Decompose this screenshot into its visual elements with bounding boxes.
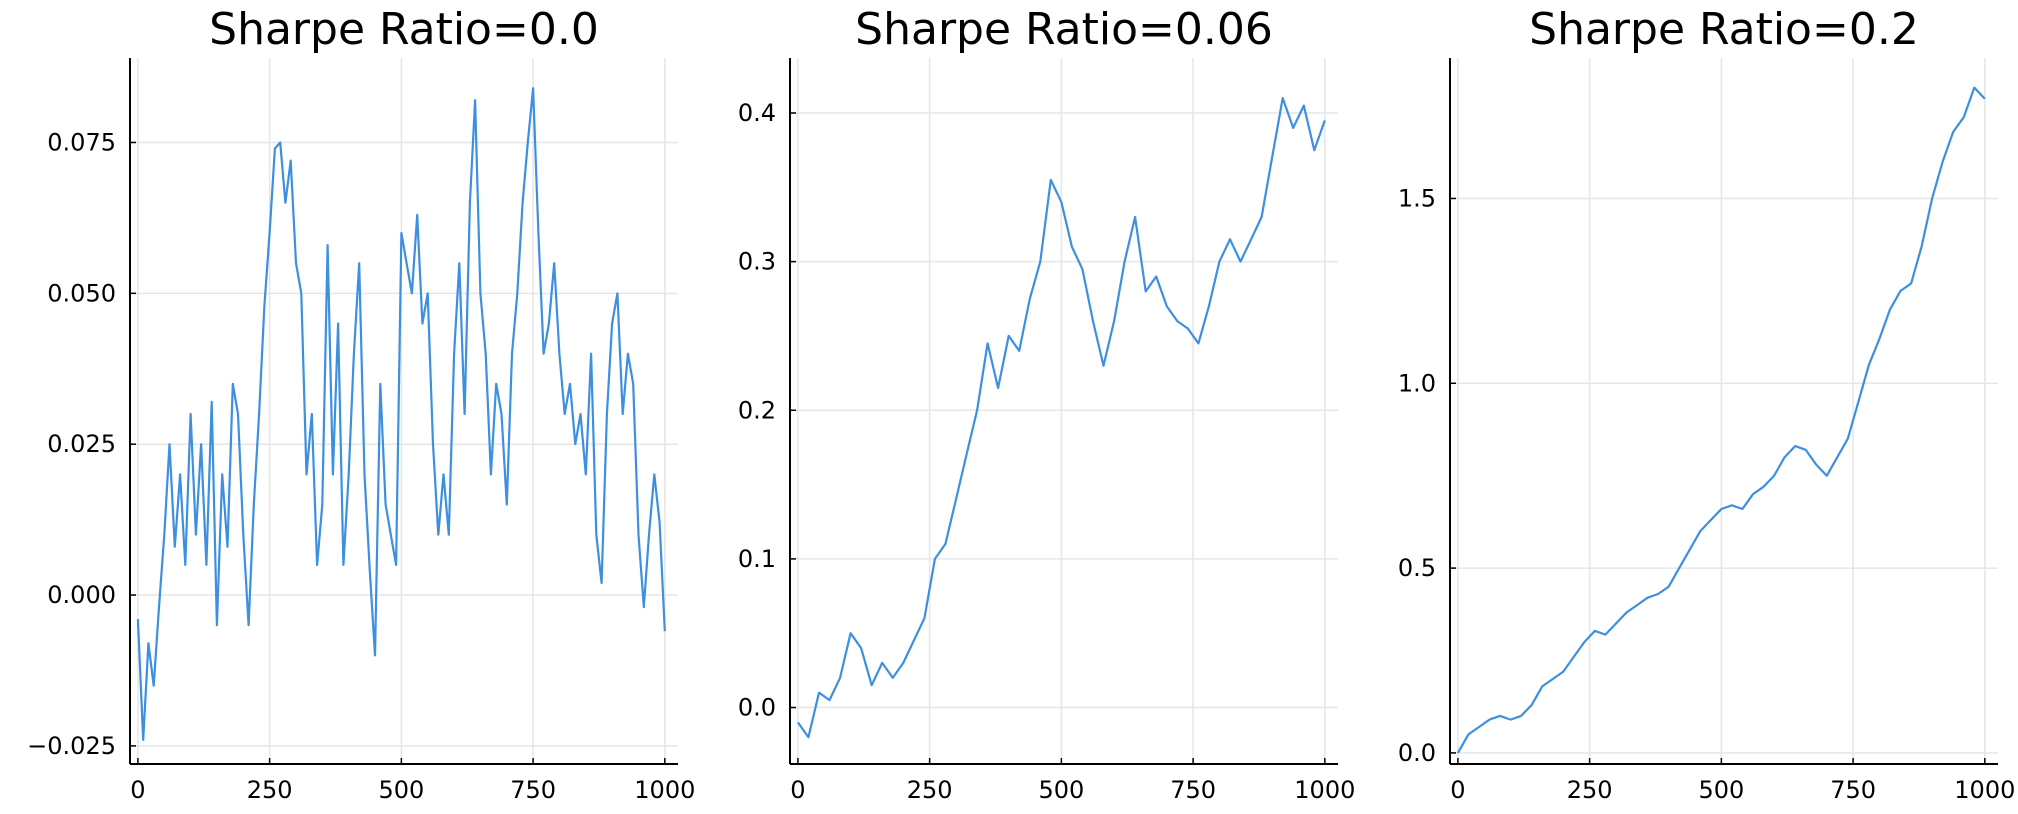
x-tick-label: 750: [1170, 776, 1216, 804]
x-tick-label: 1000: [634, 776, 695, 804]
y-tick-label: 0.0: [1398, 739, 1436, 767]
y-tick-label: 1.0: [1398, 369, 1436, 397]
x-tick-label: 750: [510, 776, 556, 804]
series-line: [1456, 86, 1986, 754]
x-tick-label: 0: [1450, 776, 1465, 804]
chart-panel-1: 0 250 500 750 1000 −0.025 0.000 0.025 0.050 0.075…: [27, 4, 695, 804]
x-tick-label: 1000: [1954, 776, 2015, 804]
x-tick-label: 250: [907, 776, 953, 804]
y-tick-label: 0.0: [738, 694, 776, 722]
y-tick-label: 0.075: [47, 128, 116, 156]
x-tick-label: 750: [1830, 776, 1876, 804]
y-tick-label: 1.5: [1398, 184, 1436, 212]
x-tick-label: 250: [1567, 776, 1613, 804]
y-tick-label: 0.4: [738, 99, 776, 127]
x-tick-label: 500: [1038, 776, 1084, 804]
y-tick-label: 0.2: [738, 396, 776, 424]
y-tick-label: 0.5: [1398, 554, 1436, 582]
chart-panel-3: 0 250 500 750 1000 0.0 0.5 1.0 1.5 Sharpe Ratio=0…: [1398, 4, 2016, 804]
chart-title: Sharpe Ratio=0.06: [855, 4, 1273, 55]
x-tick-label: 250: [247, 776, 293, 804]
y-tick-label: 0.1: [738, 545, 776, 573]
y-tick-label: 0.025: [47, 430, 116, 458]
x-tick-label: 0: [790, 776, 805, 804]
y-tick-label: 0.3: [738, 248, 776, 276]
series-line: [136, 87, 666, 742]
chart-panel-2: 0 250 500 750 1000 0.0 0.1 0.2 0.3 0.4 Sharpe Rati…: [738, 4, 1356, 804]
y-tick-label: 0.000: [47, 581, 116, 609]
x-tick-label: 1000: [1294, 776, 1355, 804]
y-tick-label: 0.050: [47, 279, 116, 307]
x-tick-label: 500: [1698, 776, 1744, 804]
series-line: [797, 96, 1326, 739]
x-tick-label: 500: [378, 776, 424, 804]
chart-title: Sharpe Ratio=0.0: [209, 4, 599, 55]
x-tick-label: 0: [130, 776, 145, 804]
chart-title: Sharpe Ratio=0.2: [1529, 4, 1919, 55]
y-tick-label: −0.025: [27, 732, 116, 760]
